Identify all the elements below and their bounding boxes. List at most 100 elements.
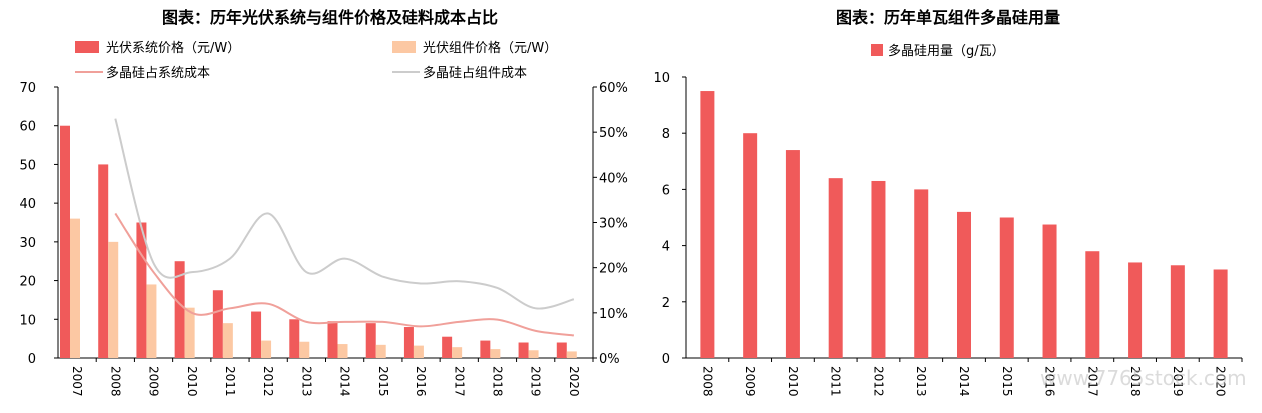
chart1-bar-system-price <box>212 290 223 358</box>
legend-swatch-poly-usage <box>871 44 883 56</box>
chart1-x-tick-label: 2014 <box>338 366 352 397</box>
chart1-title: 图表：历年光伏系统与组件价格及硅料成本占比 <box>162 8 498 27</box>
chart1-y2-tick-label: 0% <box>599 352 620 367</box>
chart2-bar-poly-usage <box>871 180 886 358</box>
chart2-x-tick-label: 2010 <box>786 366 800 397</box>
chart1-y-tick-label: 20 <box>19 275 36 290</box>
chart1-bar-module-price <box>222 323 233 358</box>
chart2-x-tick-label: 2019 <box>1171 366 1185 397</box>
chart2-y-tick-label: 2 <box>662 296 670 311</box>
chart2-title: 图表：历年单瓦组件多晶硅用量 <box>836 8 1060 27</box>
chart1-x-tick-label: 2010 <box>185 366 199 397</box>
chart1-bar-system-price <box>480 340 491 358</box>
chart1-bar-module-price <box>337 344 348 358</box>
chart1-y2-tick-label: 50% <box>599 126 628 141</box>
chart1-x-tick-label: 2015 <box>376 366 390 397</box>
chart1-y2-tick-label: 20% <box>599 262 628 277</box>
legend-label-system-price: 光伏系统价格（元/W） <box>106 40 240 56</box>
chart1-bar-system-price <box>365 323 376 358</box>
chart1-y-tick-label: 50 <box>19 158 36 173</box>
chart1-y-tick-label: 40 <box>19 197 36 212</box>
chart1-x-tick-label: 2018 <box>490 366 504 397</box>
legend-label-poly-usage: 多晶硅用量（g/瓦） <box>888 43 1005 59</box>
chart1-x-tick-label: 2020 <box>567 366 581 397</box>
chart1-plot: 0 10 20 30 40 50 60 70 0% 10% 20% 30% 40% 50% 60% 2007 2… <box>19 81 627 397</box>
chart1-bar-module-price <box>452 347 463 358</box>
watermark: www.7765stock.com <box>1040 366 1247 390</box>
chart1-y2-tick-label: 60% <box>599 81 628 96</box>
chart2-bar-poly-usage <box>1042 224 1057 358</box>
chart1-x-tick-label: 2009 <box>147 366 161 397</box>
chart1-x-tick-label: 2008 <box>108 366 122 397</box>
chart1-bar-system-price <box>556 342 567 358</box>
chart1-y-tick-label: 60 <box>19 120 36 135</box>
legend-swatch-module-price <box>392 41 416 53</box>
legend-label-poly-system: 多晶硅占系统成本 <box>106 65 210 81</box>
chart1-y-tick-label: 0 <box>28 352 36 367</box>
chart1-x-tick-label: 2013 <box>299 366 313 397</box>
chart1-x-tick-label: 2007 <box>70 366 84 397</box>
chart2-bar-poly-usage <box>957 211 971 358</box>
chart1-bar-module-price <box>566 351 577 358</box>
chart1-bar-system-price <box>251 311 262 358</box>
chart2-bar-poly-usage <box>1128 262 1143 358</box>
chart2-bar-poly-usage <box>914 189 929 358</box>
legend-label-module-price: 光伏组件价格（元/W） <box>423 40 557 56</box>
chart1-bar-module-price <box>528 350 539 358</box>
chart1-y-tick-label: 70 <box>19 81 36 96</box>
chart1-bar-module-price <box>375 344 386 358</box>
chart1-bar-module-price <box>490 349 501 358</box>
legend-label-poly-module: 多晶硅占组件成本 <box>423 65 527 81</box>
chart2-x-tick-label: 2015 <box>1000 366 1014 397</box>
chart2-x-tick-label: 2012 <box>871 366 885 397</box>
chart2-x-tick-label: 2011 <box>829 366 843 397</box>
chart1-bar-system-price <box>327 321 338 358</box>
chart2-bar-poly-usage <box>828 178 843 358</box>
chart1-y2-tick-label: 40% <box>599 171 628 186</box>
chart2-y-tick-label: 4 <box>662 240 670 255</box>
chart2-x-tick-label: 2013 <box>914 366 928 397</box>
chart2-bar-poly-usage <box>700 91 715 359</box>
chart1-bar-module-price <box>146 284 157 358</box>
chart1-x-tick-label: 2016 <box>414 366 428 397</box>
chart2-bar-poly-usage <box>743 133 758 358</box>
chart1-bar-system-price <box>403 327 414 358</box>
chart1-bar-module-price <box>108 241 119 358</box>
chart2-y-tick-label: 10 <box>653 71 670 86</box>
chart1-bar-module-price <box>413 345 424 358</box>
chart1-bar-system-price <box>136 222 147 358</box>
chart1-y2-tick-label: 30% <box>599 217 628 232</box>
chart2-bar-poly-usage <box>1170 265 1185 358</box>
chart2-bar-poly-usage <box>999 217 1014 358</box>
chart1-line-poly-system <box>114 212 575 337</box>
chart1-bar-system-price <box>518 342 529 358</box>
chart2-y-tick-label: 0 <box>662 352 670 367</box>
chart2-x-tick-label: 2009 <box>743 366 757 397</box>
chart2-x-tick-label: 2008 <box>700 366 714 397</box>
chart2-bar-poly-usage <box>785 150 800 358</box>
legend-swatch-system-price <box>75 41 99 53</box>
chart2-bar-poly-usage <box>1213 269 1228 358</box>
chart1-line-poly-module <box>114 118 575 310</box>
chart1-bar-system-price <box>289 319 300 358</box>
chart1-bar-system-price <box>60 125 70 358</box>
chart1-y-tick-label: 30 <box>19 236 36 251</box>
chart1-bar-system-price <box>174 261 185 358</box>
chart1-x-tick-label: 2019 <box>529 366 543 397</box>
chart2-x-tick-label: 2018 <box>1128 366 1142 397</box>
chart2-bar-poly-usage <box>1085 251 1100 358</box>
chart2-plot: 0 2 4 6 8 10 2008 2009 2010 2011 2012 2013 2014 2015 2… <box>653 71 1243 397</box>
chart1-bar-module-price <box>184 307 195 358</box>
chart1-bar-module-price <box>299 341 310 358</box>
chart1-x-tick-label: 2012 <box>261 366 275 397</box>
chart1-y-tick-label: 10 <box>19 313 36 328</box>
chart1-x-tick-label: 2017 <box>452 366 466 397</box>
chart1-bar-system-price <box>442 336 453 358</box>
chart2-y-tick-label: 6 <box>662 183 670 198</box>
chart1-bar-system-price <box>98 164 109 358</box>
chart2-x-tick-label: 2014 <box>957 366 971 397</box>
chart1-y2-tick-label: 10% <box>599 307 628 322</box>
chart1-bar-module-price <box>261 340 272 358</box>
